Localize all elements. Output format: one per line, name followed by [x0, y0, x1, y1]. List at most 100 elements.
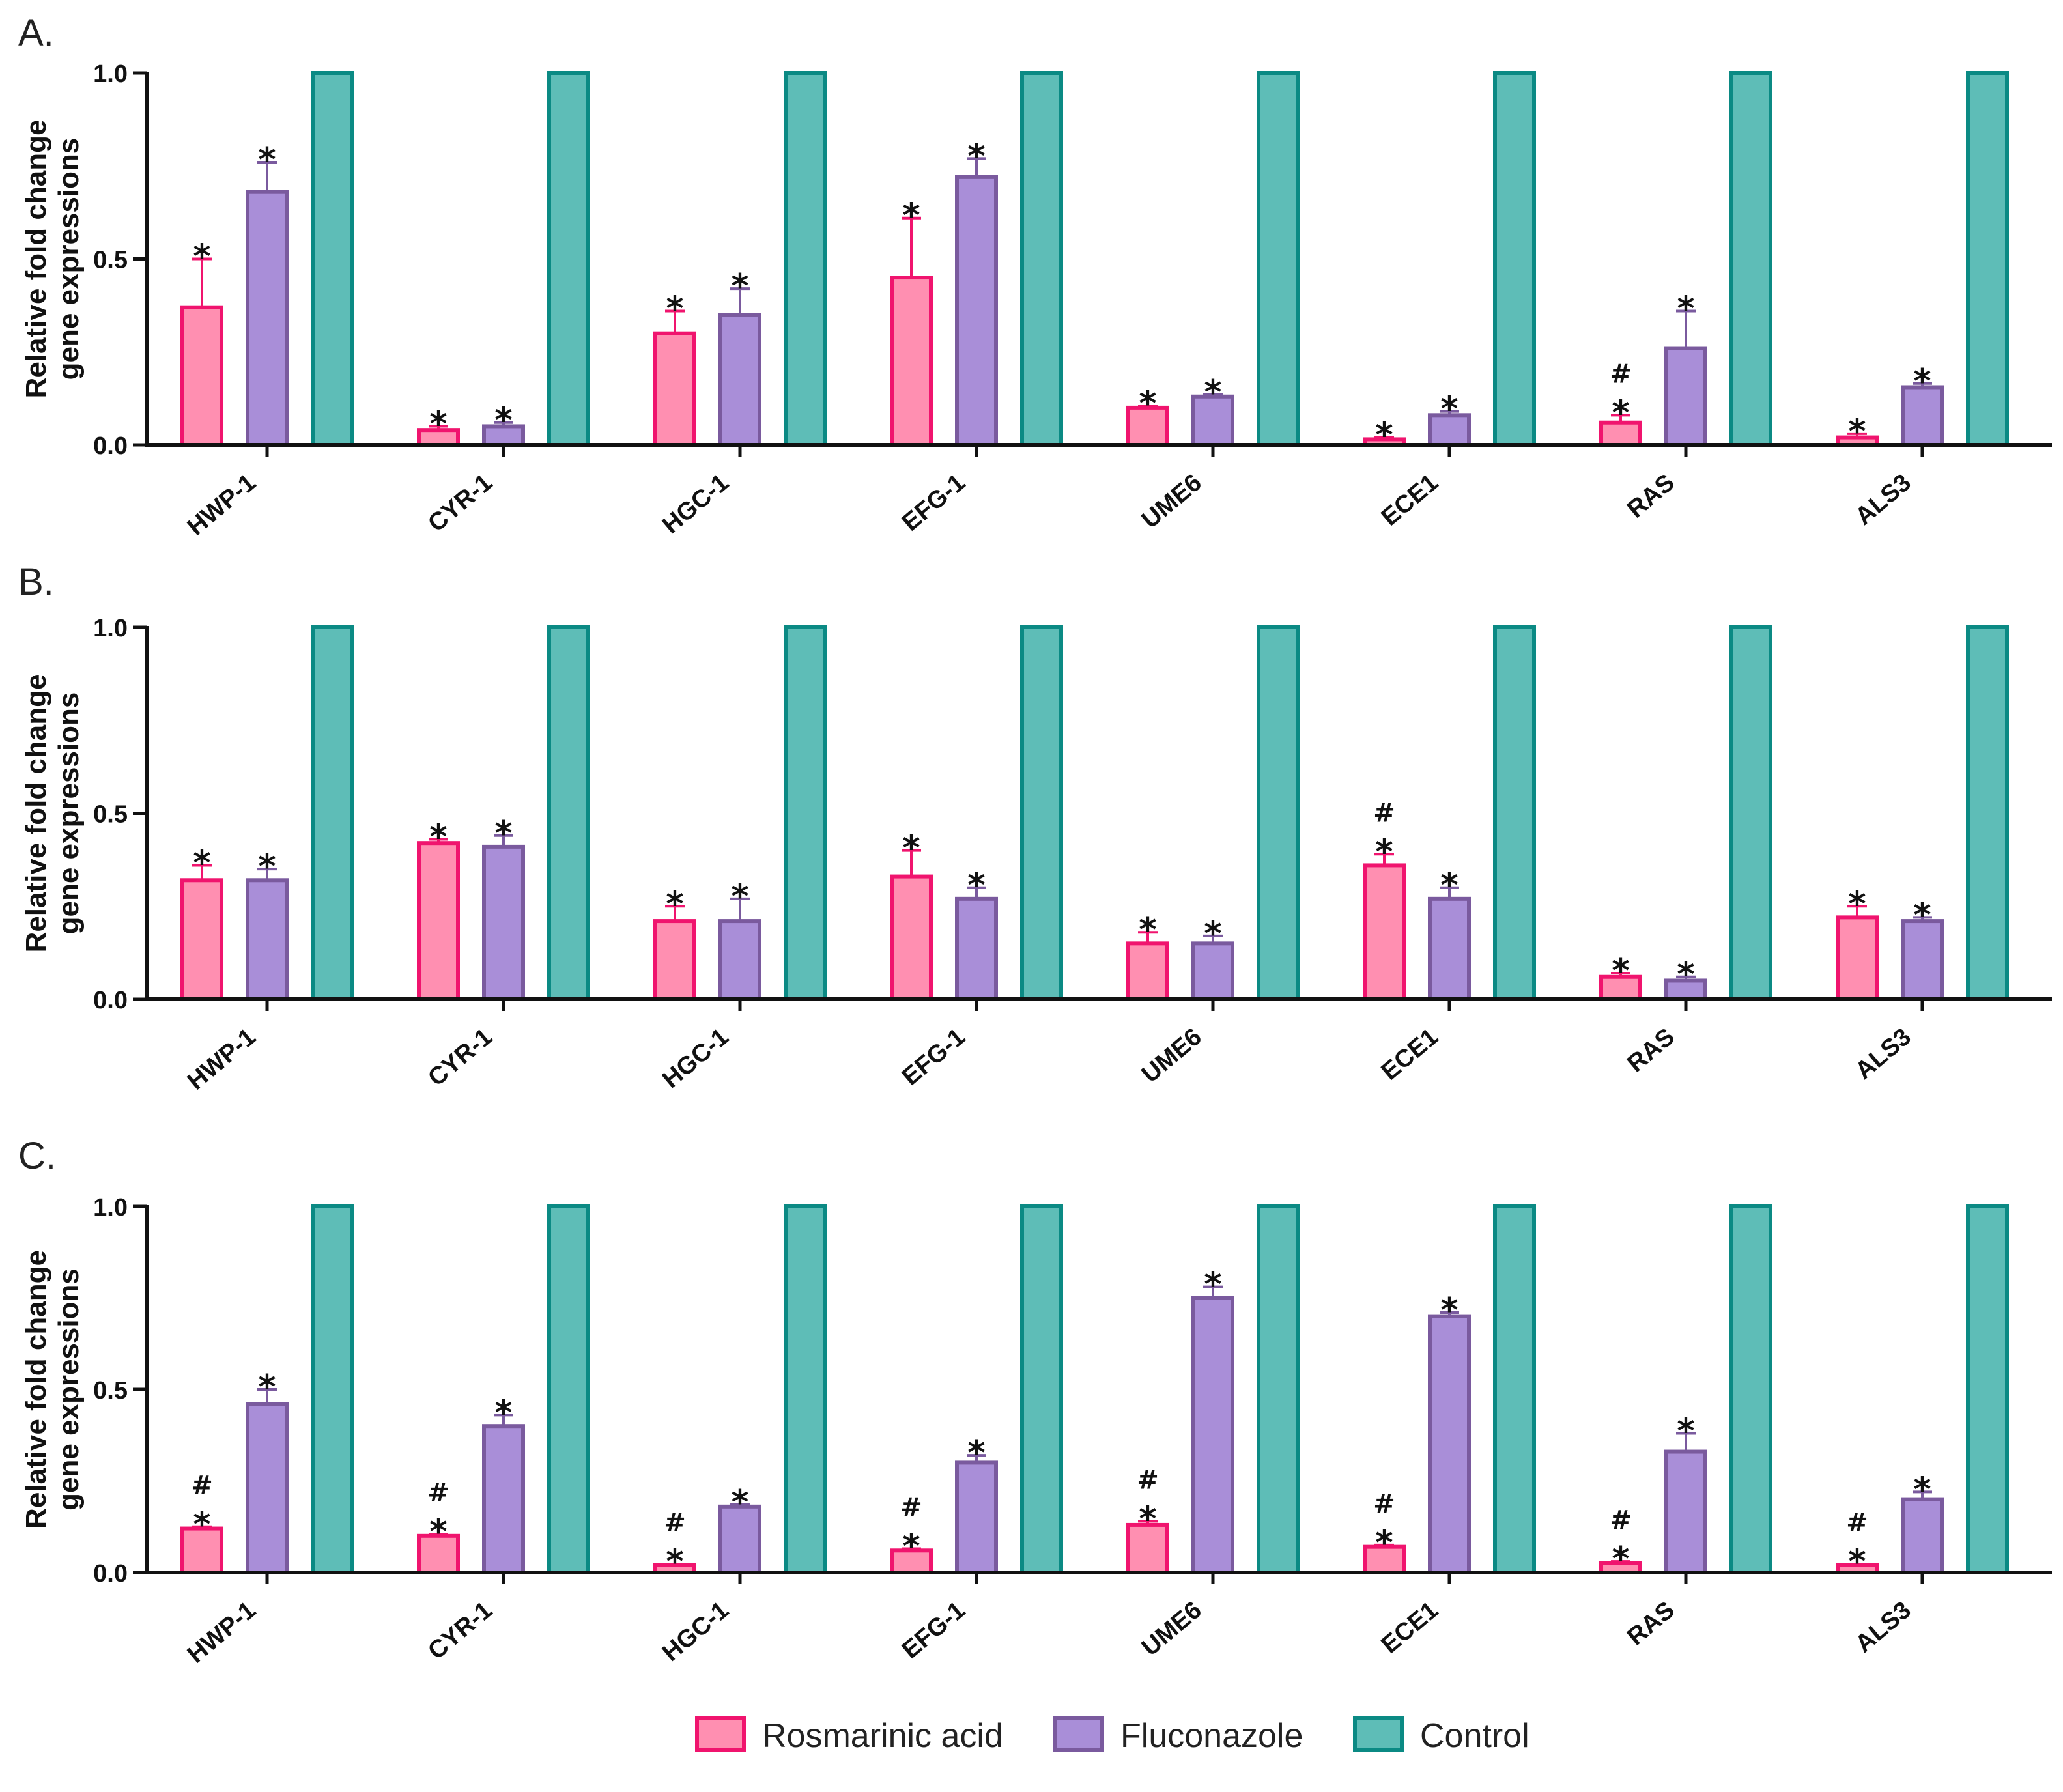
x-tick-label: ECE1: [1376, 1023, 1444, 1086]
significance-star: *: [258, 141, 276, 180]
significance-star: *: [967, 137, 985, 176]
y-tick-label: 0.5: [93, 1377, 128, 1404]
x-tick-label: EFG-1: [897, 1023, 971, 1091]
bar-control-hwp-1: [311, 1204, 354, 1574]
x-tick-label: UME6: [1137, 469, 1207, 534]
bar-fluconazole-efg-1: [955, 175, 998, 447]
significance-star: *: [666, 1543, 683, 1582]
y-tick-label: 0.0: [93, 987, 128, 1014]
bar-rosmarinic-hgc-1: [653, 919, 696, 1001]
significance-star: *: [666, 885, 683, 924]
significance-star: *: [193, 238, 210, 277]
bar-control-als3: [1966, 71, 2009, 447]
bar-rosmarinic-efg-1: [890, 874, 933, 1001]
x-tick-label: ECE1: [1376, 1597, 1444, 1659]
significance-star: *: [429, 1513, 447, 1552]
x-tick-label: HWP-1: [182, 1597, 261, 1669]
bar-control-als3: [1966, 1204, 2009, 1574]
legend-swatch-rosmarinic: [695, 1716, 746, 1752]
x-tick-label: RAS: [1622, 1023, 1679, 1078]
significance-hash: #: [900, 1492, 922, 1522]
bar-control-ume6: [1257, 71, 1300, 447]
bar-control-hwp-1: [311, 71, 354, 447]
panels: A. Relative fold changegene expressions * *…: [18, 12, 2052, 1669]
legend-label-control: Control: [1420, 1717, 1529, 1755]
bar-fluconazole-hwp-1: [246, 1402, 289, 1574]
significance-hash: #: [1373, 1489, 1395, 1519]
bar-control-hgc-1: [784, 1204, 827, 1574]
significance-star: *: [1612, 952, 1629, 991]
significance-star: *: [494, 401, 512, 440]
y-tick-label: 0.5: [93, 247, 128, 274]
panel-label: A.: [18, 12, 54, 54]
x-tick-label: ALS3: [1850, 469, 1916, 531]
significance-star: *: [1440, 1291, 1458, 1330]
bar-control-ece1: [1493, 1204, 1536, 1574]
significance-star: *: [902, 1527, 920, 1566]
legend-label-rosmarinic: Rosmarinic acid: [762, 1717, 1003, 1755]
significance-star: *: [1612, 393, 1629, 433]
panel-label: C.: [18, 1135, 56, 1177]
bar-rosmarinic-hwp-1: [180, 305, 223, 448]
significance-star: *: [1375, 832, 1393, 872]
bar-control-ece1: [1493, 71, 1536, 447]
bar-fluconazole-ece1: [1428, 896, 1471, 1001]
significance-star: *: [1677, 956, 1694, 995]
significance-hash: #: [664, 1508, 686, 1538]
bar-control-ras: [1729, 625, 1772, 1001]
x-tick-label: CYR-1: [423, 1597, 497, 1665]
x-tick-label: RAS: [1622, 469, 1679, 524]
bar-control-hwp-1: [311, 625, 354, 1001]
significance-star: *: [258, 1368, 276, 1407]
bar-fluconazole-hwp-1: [246, 878, 289, 1002]
y-axis-title-line: gene expressions: [53, 692, 85, 935]
bar-control-ume6: [1257, 1204, 1300, 1574]
bar-rosmarinic-hwp-1: [180, 1526, 223, 1575]
bar-control-efg-1: [1020, 625, 1063, 1001]
significance-hash: #: [1610, 1505, 1632, 1535]
y-tick-label: 0.5: [93, 801, 128, 829]
y-tick-label: 0.0: [93, 433, 128, 460]
x-tick-label: EFG-1: [897, 1597, 971, 1664]
bar-control-ece1: [1493, 625, 1536, 1001]
significance-star: *: [193, 1505, 210, 1544]
significance-hash: #: [1610, 359, 1632, 389]
bar-fluconazole-ume6: [1191, 1296, 1234, 1574]
legend-label-fluconazole: Fluconazole: [1120, 1717, 1303, 1755]
significance-star: *: [1848, 1543, 1866, 1582]
significance-star: *: [1139, 1500, 1156, 1539]
significance-star: *: [666, 289, 683, 328]
bar-control-ras: [1729, 71, 1772, 447]
x-tick-label: RAS: [1622, 1597, 1679, 1651]
bar-fluconazole-cyr-1: [482, 1424, 525, 1574]
bar-fluconazole-ece1: [1428, 1314, 1471, 1574]
significance-star: *: [731, 877, 748, 917]
significance-star: *: [494, 814, 512, 853]
x-tick-label: HGC-1: [657, 469, 734, 539]
bar-control-hgc-1: [784, 625, 827, 1001]
significance-star: *: [258, 847, 276, 887]
panel-0: A. Relative fold changegene expressions * *…: [18, 12, 2052, 541]
y-tick-label: 1.0: [93, 61, 128, 88]
significance-star: *: [429, 818, 447, 857]
y-axis-title-line: gene expressions: [53, 138, 85, 380]
bar-control-efg-1: [1020, 1204, 1063, 1574]
x-tick-label: UME6: [1137, 1023, 1207, 1088]
y-axis-title: Relative fold changegene expressions: [20, 674, 85, 953]
y-axis-title: Relative fold changegene expressions: [20, 120, 85, 399]
x-tick-label: EFG-1: [897, 469, 971, 537]
x-tick-label: ALS3: [1850, 1023, 1916, 1085]
bar-rosmarinic-cyr-1: [417, 841, 460, 1002]
y-axis-title: Relative fold changegene expressions: [20, 1250, 85, 1529]
bar-rosmarinic-als3: [1836, 915, 1879, 1002]
bar-control-cyr-1: [547, 625, 590, 1001]
bar-control-hgc-1: [784, 71, 827, 447]
significance-star: *: [1913, 896, 1931, 935]
bar-control-als3: [1966, 625, 2009, 1001]
legend: Rosmarinic acid Fluconazole Control: [695, 1716, 1529, 1755]
significance-star: *: [1677, 289, 1694, 328]
significance-star: *: [429, 405, 447, 444]
significance-star: *: [1139, 911, 1156, 950]
y-tick-label: 1.0: [93, 1194, 128, 1221]
